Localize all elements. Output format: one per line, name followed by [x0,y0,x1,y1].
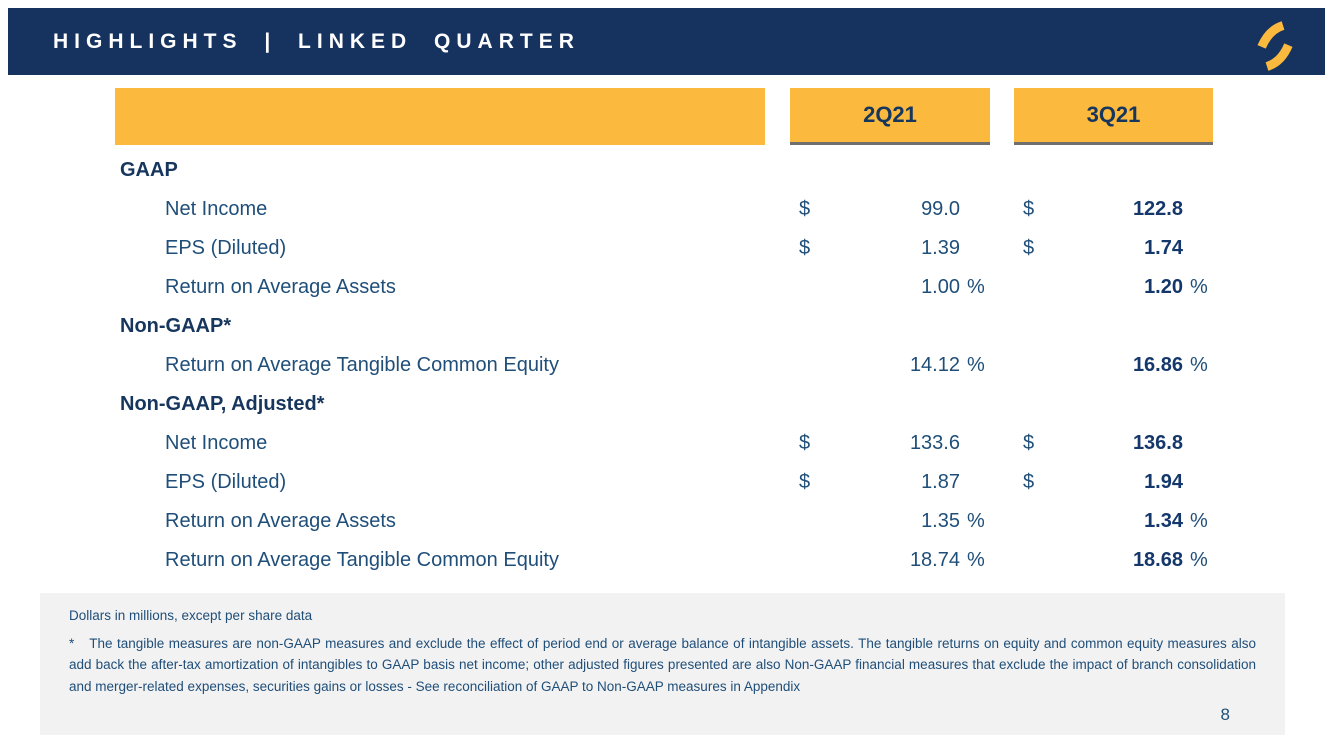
section-label: Non-GAAP, Adjusted* [120,393,325,415]
value: 1.00 [921,276,960,298]
table-row: EPS (Diluted) $1.39 $1.74 [115,229,1213,268]
value: 133.6 [909,432,960,454]
footnote-box: Dollars in millions, except per share da… [40,593,1285,735]
dollar-sign: $ [799,432,811,454]
value: 1.20 [1144,276,1183,298]
table-row: Net Income $133.6 $136.8 [115,424,1213,463]
percent-sign: % [967,354,985,376]
section-row: GAAP [115,151,1213,190]
value: 14.12 [909,354,960,376]
row-label: Net Income [165,198,268,220]
section-label: Non-GAAP* [120,315,232,337]
highlights-table: 2Q21 3Q21 GAAP Net Income $99.0 $122.8 EPS (… [115,88,1213,580]
percent-sign: % [1190,510,1208,532]
value: 122.8 [1132,198,1183,220]
row-label: EPS (Diluted) [165,471,287,493]
value: 18.74 [909,549,960,571]
cell-2q21: $99.0 [790,198,990,221]
table-body: GAAP Net Income $99.0 $122.8 EPS (Diluted) $1… [115,151,1213,580]
cell-3q21: $1.74 [1014,237,1213,260]
value: 1.39 [921,237,960,259]
section-row: Non-GAAP* [115,307,1213,346]
cell-2q21: 14.12% [790,354,990,377]
row-label: Net Income [165,432,268,454]
percent-sign: % [967,276,985,298]
value: 18.68 [1132,549,1183,571]
percent-sign: % [1190,354,1208,376]
table-row: Return on Average Tangible Common Equity… [115,346,1213,385]
table-row: Net Income $99.0 $122.8 [115,190,1213,229]
dollar-sign: $ [799,471,811,493]
cell-3q21: 1.34% [1014,510,1213,533]
cell-2q21: 18.74% [790,549,990,572]
cell-3q21: 18.68% [1014,549,1213,572]
footnote-asterisk: * [69,636,75,651]
value: 1.35 [921,510,960,532]
row-label: Return on Average Assets [165,276,396,298]
section-label: GAAP [120,159,178,181]
value: 1.87 [921,471,960,493]
value: 136.8 [1132,432,1183,454]
percent-sign: % [1190,276,1208,298]
cell-2q21: 1.35% [790,510,990,533]
cell-2q21: $1.39 [790,237,990,260]
table-row: Return on Average Assets 1.35% 1.34% [115,502,1213,541]
page-number: 8 [1220,705,1230,724]
dollar-sign: $ [799,198,811,220]
gold-s-logo-icon [1257,21,1293,71]
footnote-text: * The tangible measures are non-GAAP meas… [69,633,1256,697]
row-label: Return on Average Tangible Common Equity [165,354,559,376]
cell-2q21: $1.87 [790,471,990,494]
table-row: Return on Average Tangible Common Equity… [115,541,1213,580]
column-header-3q21: 3Q21 [1014,88,1213,145]
table-row: Return on Average Assets 1.00% 1.20% [115,268,1213,307]
table-header-row: 2Q21 3Q21 [115,88,1213,148]
cell-3q21: $136.8 [1014,432,1213,455]
dollar-sign: $ [1023,471,1035,493]
cell-2q21: 1.00% [790,276,990,299]
cell-2q21: $133.6 [790,432,990,455]
row-label: EPS (Diluted) [165,237,287,259]
value: 1.34 [1144,510,1183,532]
value: 99.0 [921,198,960,220]
table-row: EPS (Diluted) $1.87 $1.94 [115,463,1213,502]
row-label: Return on Average Assets [165,510,396,532]
cell-3q21: $122.8 [1014,198,1213,221]
column-header-2q21: 2Q21 [790,88,990,145]
units-note: Dollars in millions, except per share da… [69,608,313,623]
dollar-sign: $ [1023,237,1035,259]
percent-sign: % [967,510,985,532]
section-row: Non-GAAP, Adjusted* [115,385,1213,424]
value: 1.94 [1144,471,1183,493]
footnote-body: The tangible measures are non-GAAP measu… [69,636,1256,694]
dollar-sign: $ [1023,432,1035,454]
cell-3q21: $1.94 [1014,471,1213,494]
cell-3q21: 16.86% [1014,354,1213,377]
table-header-spacer [115,88,765,145]
page-title: HIGHLIGHTS | LINKED QUARTER [53,29,580,53]
percent-sign: % [967,549,985,571]
cell-3q21: 1.20% [1014,276,1213,299]
value: 1.74 [1144,237,1183,259]
dollar-sign: $ [799,237,811,259]
row-label: Return on Average Tangible Common Equity [165,549,559,571]
percent-sign: % [1190,549,1208,571]
dollar-sign: $ [1023,198,1035,220]
title-bar: HIGHLIGHTS | LINKED QUARTER [8,8,1325,75]
value: 16.86 [1132,354,1183,376]
